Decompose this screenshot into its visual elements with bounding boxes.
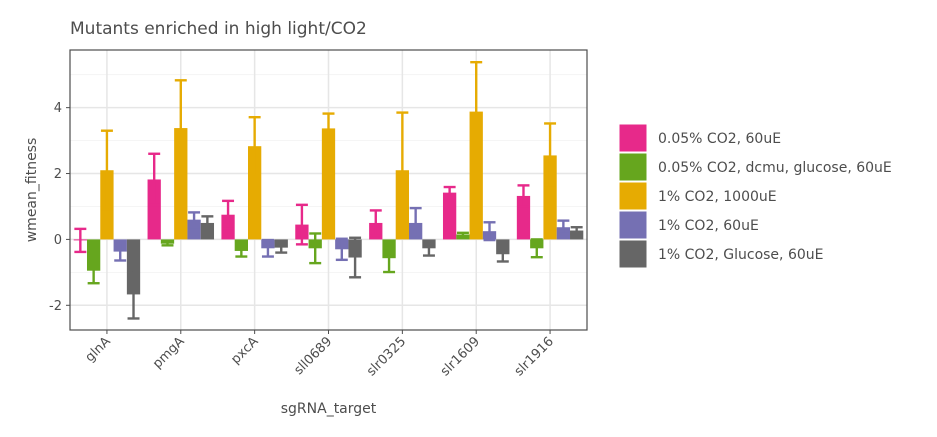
bar	[247, 146, 262, 240]
y-tick-label: 4	[54, 101, 62, 116]
y-tick-label: -2	[49, 299, 62, 314]
error-bar	[335, 237, 348, 262]
error-bar	[456, 231, 469, 238]
bar	[86, 239, 101, 271]
bar	[321, 128, 336, 240]
bar	[174, 128, 188, 240]
y-tick-label: 2	[54, 167, 62, 182]
error-bar	[530, 238, 543, 259]
error-bar	[161, 240, 174, 247]
y-tick-label: 0	[54, 233, 62, 248]
x-tick-label: slr0325	[364, 334, 409, 379]
error-bar	[570, 226, 583, 236]
x-tick-label: glnA	[83, 334, 114, 365]
error-bar	[483, 221, 496, 242]
error-bar	[349, 236, 362, 279]
legend-label: 1% CO2, Glucose, 60uE	[658, 247, 823, 263]
error-bar	[261, 238, 274, 258]
error-bar	[422, 239, 435, 257]
bar	[543, 155, 557, 240]
y-axis-title: wmean_fitness	[24, 138, 40, 243]
legend-label: 1% CO2, 1000uE	[658, 189, 777, 205]
legend-item: 0.05% CO2, dcmu, glucose, 60uE	[618, 152, 892, 182]
error-bars-layer	[74, 60, 583, 320]
bar	[147, 179, 161, 240]
x-tick-label: pxcA	[228, 334, 261, 367]
legend-item: 1% CO2, Glucose, 60uE	[618, 239, 823, 269]
error-bar	[443, 185, 456, 200]
legend-swatch	[618, 123, 648, 153]
error-bar	[188, 211, 201, 229]
error-bar	[87, 256, 100, 285]
legend-item: 0.05% CO2, 60uE	[618, 123, 781, 153]
error-bar	[222, 199, 235, 230]
legend-label: 0.05% CO2, 60uE	[658, 131, 781, 147]
x-tick-label: slr1916	[512, 334, 557, 379]
error-bar	[201, 215, 214, 231]
error-bar	[148, 152, 161, 207]
error-bar	[517, 184, 530, 208]
error-bar	[127, 269, 140, 320]
error-bar	[74, 227, 87, 254]
x-tick-label: slr1609	[438, 334, 483, 379]
legend-item: 1% CO2, 60uE	[618, 210, 759, 240]
error-bar	[174, 79, 187, 178]
legend-swatch	[618, 152, 648, 182]
error-bar	[309, 232, 322, 265]
x-tick-label: sll0689	[291, 334, 335, 378]
error-bar	[396, 111, 409, 230]
y-axis: -2 0 2 4	[49, 101, 70, 314]
legend-swatch	[618, 239, 648, 269]
error-bar	[383, 243, 396, 274]
bar	[469, 111, 483, 240]
legend-label: 1% CO2, 60uE	[658, 218, 759, 234]
error-bar	[235, 244, 248, 258]
legend-item: 1% CO2, 1000uE	[618, 181, 777, 211]
bar	[200, 222, 215, 240]
x-axis-title: sgRNA_target	[281, 401, 377, 417]
error-bar	[275, 241, 288, 254]
x-axis: glnA pmgA pxcA sll0689 slr0325 slr1609 slr1916	[83, 330, 557, 379]
error-bar	[496, 245, 509, 263]
legend-swatch	[618, 210, 648, 240]
legend-swatch	[618, 181, 648, 211]
error-bar	[470, 60, 483, 163]
error-bar	[114, 241, 127, 262]
error-bar	[248, 115, 261, 177]
error-bar	[322, 112, 335, 145]
error-bar	[544, 122, 557, 189]
bar	[442, 192, 457, 240]
error-bar	[557, 219, 570, 236]
error-bar	[295, 203, 308, 246]
bar	[187, 219, 201, 240]
error-bar	[100, 129, 113, 211]
bar	[126, 239, 141, 295]
error-bar	[409, 206, 422, 239]
legend-label: 0.05% CO2, dcmu, glucose, 60uE	[658, 160, 892, 176]
legend: 0.05% CO2, 60uE 0.05% CO2, dcmu, glucose,…	[618, 123, 892, 269]
error-bar	[369, 209, 382, 237]
chart-title: Mutants enriched in high light/CO2	[70, 19, 367, 39]
x-tick-label: pmgA	[150, 334, 188, 372]
